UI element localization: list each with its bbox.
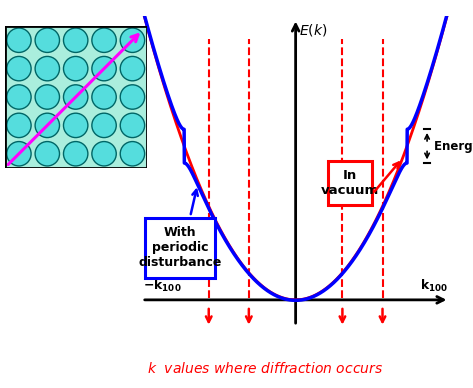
Circle shape [92, 85, 116, 109]
Circle shape [92, 56, 116, 81]
Circle shape [35, 113, 60, 138]
Circle shape [35, 142, 60, 166]
Circle shape [120, 142, 145, 166]
Circle shape [92, 142, 116, 166]
Circle shape [92, 28, 116, 52]
FancyBboxPatch shape [145, 218, 215, 277]
Text: Energy gap: Energy gap [434, 140, 473, 152]
Circle shape [92, 113, 116, 138]
Circle shape [35, 85, 60, 109]
Circle shape [35, 56, 60, 81]
Circle shape [63, 142, 88, 166]
Circle shape [63, 113, 88, 138]
Circle shape [63, 85, 88, 109]
FancyBboxPatch shape [328, 161, 372, 205]
Circle shape [7, 85, 31, 109]
Circle shape [63, 56, 88, 81]
Text: $E(k)$: $E(k)$ [299, 22, 327, 38]
Circle shape [7, 28, 31, 52]
Circle shape [120, 85, 145, 109]
Circle shape [7, 142, 31, 166]
Circle shape [120, 56, 145, 81]
Text: $\mathbf{-k_{100}}$: $\mathbf{-k_{100}}$ [143, 278, 182, 294]
Circle shape [63, 28, 88, 52]
Circle shape [7, 113, 31, 138]
Circle shape [35, 28, 60, 52]
Text: $k$  values where diffraction occurs: $k$ values where diffraction occurs [147, 361, 383, 376]
Circle shape [7, 56, 31, 81]
Text: In
vacuum: In vacuum [321, 169, 379, 197]
Circle shape [120, 113, 145, 138]
Text: With
periodic
disturbance: With periodic disturbance [138, 226, 221, 269]
Text: $\mathbf{k_{100}}$: $\mathbf{k_{100}}$ [420, 278, 448, 294]
Circle shape [120, 28, 145, 52]
